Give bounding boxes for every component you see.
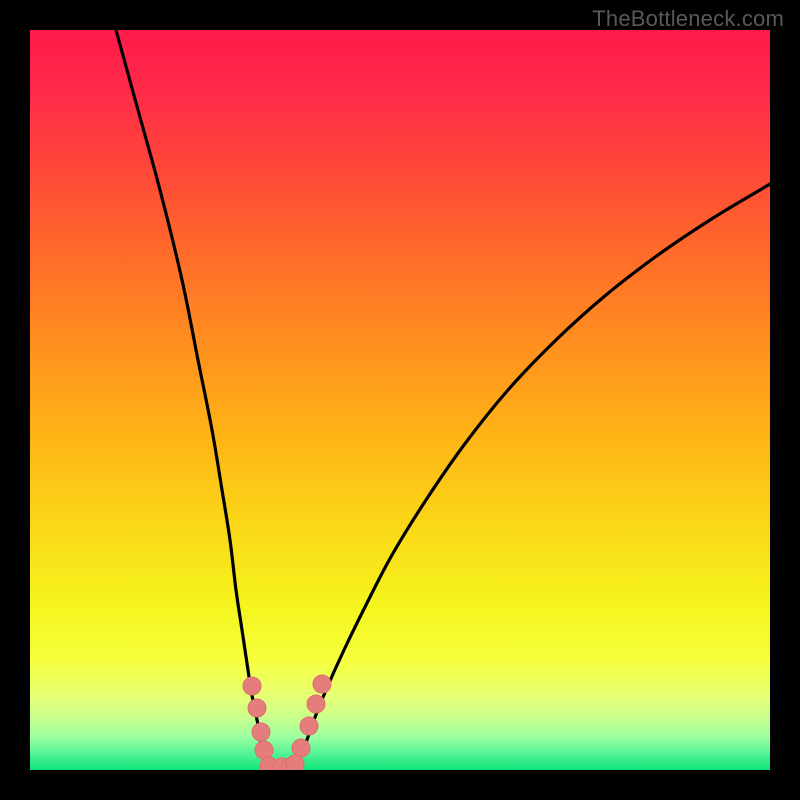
watermark-text: TheBottleneck.com [592, 6, 784, 32]
curve-marker [252, 723, 270, 741]
curve-marker [307, 695, 325, 713]
curve-marker [300, 717, 318, 735]
curve-marker [255, 741, 273, 759]
curve-marker [292, 739, 310, 757]
plot-area [30, 30, 770, 770]
gradient-background [30, 30, 770, 770]
chart-svg [30, 30, 770, 770]
chart-frame: TheBottleneck.com [0, 0, 800, 800]
curve-marker [313, 675, 331, 693]
curve-marker [243, 677, 261, 695]
curve-marker [248, 699, 266, 717]
